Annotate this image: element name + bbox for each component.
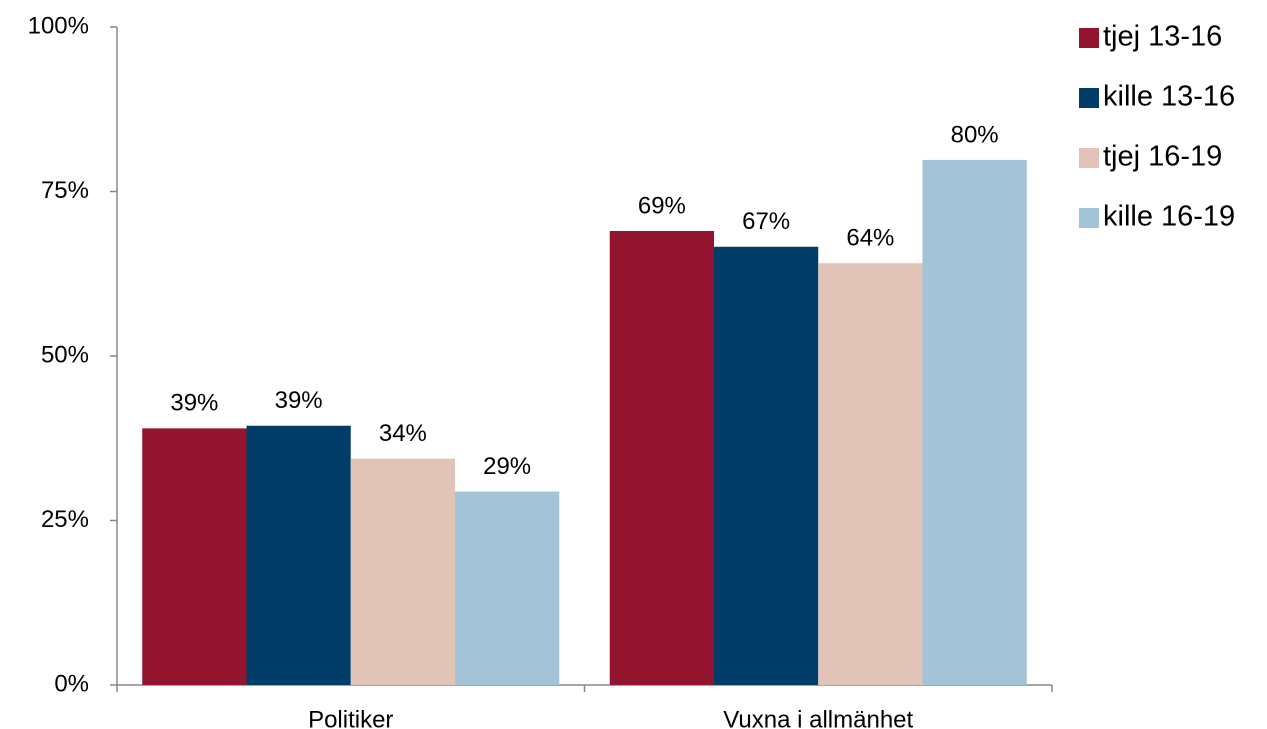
legend-swatch	[1079, 148, 1099, 168]
legend-swatch	[1079, 208, 1099, 228]
value-label: 39%	[170, 390, 218, 417]
bar	[246, 425, 351, 685]
x-tick-label: Vuxna i allmänhet	[723, 706, 913, 729]
value-label: 80%	[951, 121, 999, 148]
y-tick-label: 75%	[41, 177, 89, 204]
bar	[713, 246, 819, 685]
value-label: 29%	[483, 453, 531, 480]
value-label: 39%	[275, 387, 323, 414]
legend-swatch	[1079, 28, 1099, 48]
legend-label: tjej 13-16	[1103, 21, 1222, 53]
y-tick-label: 25%	[41, 506, 89, 533]
y-tick-label: 50%	[41, 341, 89, 368]
bar	[609, 230, 714, 686]
value-label: 34%	[379, 420, 427, 447]
bar	[922, 159, 1027, 685]
bar	[818, 263, 923, 685]
y-tick-label: 0%	[54, 670, 89, 697]
legend-swatch	[1079, 88, 1099, 108]
bar	[142, 428, 247, 685]
x-tick-label: Politiker	[308, 706, 393, 729]
legend-label: tjej 16-19	[1103, 141, 1222, 173]
value-label: 67%	[742, 208, 790, 235]
legend-label: kille 16-19	[1103, 201, 1235, 233]
legend-label: kille 13-16	[1103, 81, 1235, 113]
y-tick-label: 100%	[28, 12, 89, 39]
value-label: 69%	[638, 192, 686, 219]
bar	[455, 491, 560, 685]
value-label: 64%	[846, 225, 894, 252]
bar	[350, 458, 456, 685]
